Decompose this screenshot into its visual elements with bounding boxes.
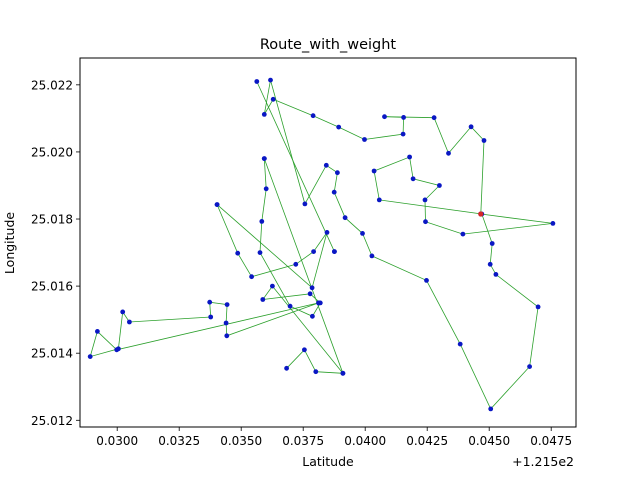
route-stop-point xyxy=(410,176,416,182)
route-stop-point xyxy=(332,249,337,255)
x-tick-label: 0.0425 xyxy=(406,434,448,448)
route-segment xyxy=(263,79,553,410)
route-stop-point xyxy=(224,333,230,339)
route-stop-point xyxy=(493,272,499,277)
route-stop-point xyxy=(261,156,267,162)
route-stop-point xyxy=(126,319,132,325)
route-stop-point xyxy=(302,201,308,207)
route-stop-point xyxy=(95,329,100,334)
route-stop-point xyxy=(309,285,315,291)
route-stop-point xyxy=(120,309,126,315)
route-stop-point xyxy=(260,297,266,302)
x-axis-label: Latitude xyxy=(302,454,354,469)
route-stop-point xyxy=(437,183,442,188)
route-stop-point xyxy=(424,278,429,283)
route-stop-point xyxy=(360,231,365,236)
route-stop-point xyxy=(207,299,213,305)
route-stop-point xyxy=(249,274,255,280)
route-stop-point xyxy=(259,219,265,224)
route-stop-point xyxy=(287,303,293,309)
route-stop-point xyxy=(336,124,342,130)
route-stop-point xyxy=(223,320,229,326)
route-stop-point xyxy=(550,221,556,226)
y-axis-label: Longitude xyxy=(2,212,17,274)
route-stop-point xyxy=(460,231,466,237)
route-stop-point xyxy=(369,253,375,259)
x-tick-label: 0.0350 xyxy=(220,434,262,448)
x-tick-label: 0.0325 xyxy=(158,434,200,448)
route-stop-point xyxy=(284,365,289,371)
route-stop-point xyxy=(261,112,267,117)
route-stop-point xyxy=(316,300,321,306)
route-stop-point xyxy=(342,215,348,221)
route-stop-point xyxy=(263,186,269,192)
x-tick-label: 0.0375 xyxy=(282,434,324,448)
x-tick-label: 0.0400 xyxy=(344,434,386,448)
y-tick-label: 25.014 xyxy=(31,347,73,361)
route-stop-point xyxy=(376,197,382,203)
route-stop-point xyxy=(527,364,532,369)
route-stop-point xyxy=(362,137,367,142)
route-stop-point xyxy=(307,291,313,297)
x-tick-label: 0.0475 xyxy=(530,434,572,448)
route-stop-point xyxy=(224,302,230,307)
route-stop-point xyxy=(489,241,495,246)
x-tick-label: 0.0300 xyxy=(96,434,138,448)
route-stop-point xyxy=(535,304,541,310)
y-tick-label: 25.022 xyxy=(31,78,73,92)
y-axis: 25.012 25.014 25.016 25.018 25.020 25.022 xyxy=(31,78,80,428)
route-stop-point xyxy=(407,154,412,160)
route-stop-point xyxy=(401,115,406,120)
route-stop-point xyxy=(310,313,315,319)
route-stop-point xyxy=(293,261,299,267)
route-stop-point xyxy=(468,124,474,130)
route-stop-point xyxy=(422,197,428,203)
route-stop-point xyxy=(270,96,276,102)
route-stop-point xyxy=(116,346,121,352)
start-point xyxy=(478,211,484,217)
route-stop-point xyxy=(208,314,214,320)
route-stop-point xyxy=(268,77,273,83)
route-stop-point xyxy=(313,369,319,375)
route-stop-point xyxy=(340,370,346,376)
chart-title: Route_with_weight xyxy=(260,37,397,53)
route-stop-point xyxy=(254,79,260,84)
y-tick-label: 25.016 xyxy=(31,280,73,294)
route-stop-point xyxy=(335,170,340,176)
route-segment xyxy=(216,204,328,289)
route-stop-point xyxy=(488,406,494,412)
route-stop-point xyxy=(302,347,307,353)
route-stop-point xyxy=(235,250,241,256)
y-tick-label: 25.020 xyxy=(31,145,73,159)
plot-frame xyxy=(79,57,577,428)
y-tick-label: 25.018 xyxy=(31,213,73,227)
route-stop-point xyxy=(446,150,451,156)
route-segment xyxy=(286,349,343,374)
x-axis: 0.0300 0.0325 0.0350 0.0375 0.0400 0.0425 0.04… xyxy=(96,427,572,448)
route-stop-point xyxy=(431,115,437,121)
x-axis-offset-label: +1.215e2 xyxy=(512,454,574,469)
route-stop-point xyxy=(487,261,493,267)
route-stop-point xyxy=(382,114,387,120)
y-tick-label: 25.012 xyxy=(31,414,73,428)
route-stop-point xyxy=(324,230,330,235)
x-tick-label: 0.0450 xyxy=(468,434,510,448)
route-stop-point xyxy=(311,249,316,255)
route-stop-point xyxy=(423,219,428,225)
route-stop-point xyxy=(323,162,329,168)
route-stop-point xyxy=(371,168,377,174)
route-stop-point xyxy=(87,354,93,359)
route-stop-point xyxy=(481,138,487,143)
route-stop-point xyxy=(214,202,220,208)
route-stops xyxy=(87,77,556,412)
route-stop-point xyxy=(331,189,337,195)
route-stop-point xyxy=(310,113,316,119)
route-stop-point xyxy=(400,131,406,137)
route-stop-point xyxy=(457,341,463,347)
route-stop-point xyxy=(257,250,263,256)
route-stop-point xyxy=(270,283,275,289)
route-segment xyxy=(259,158,344,374)
